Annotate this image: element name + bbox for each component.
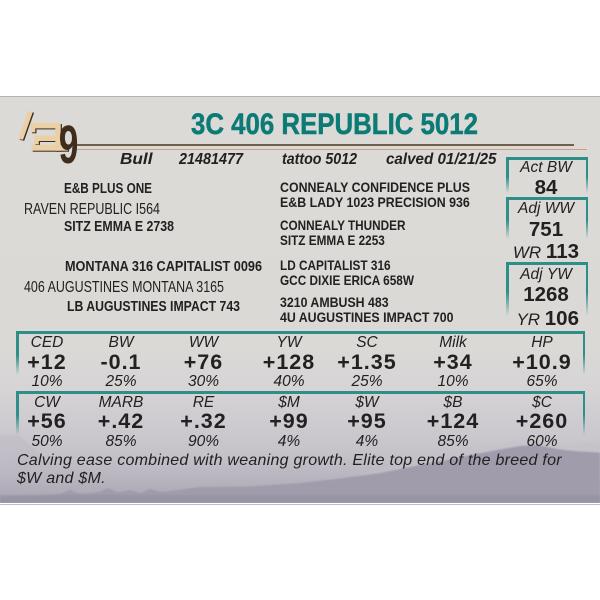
svg-text:9: 9 bbox=[59, 115, 79, 175]
